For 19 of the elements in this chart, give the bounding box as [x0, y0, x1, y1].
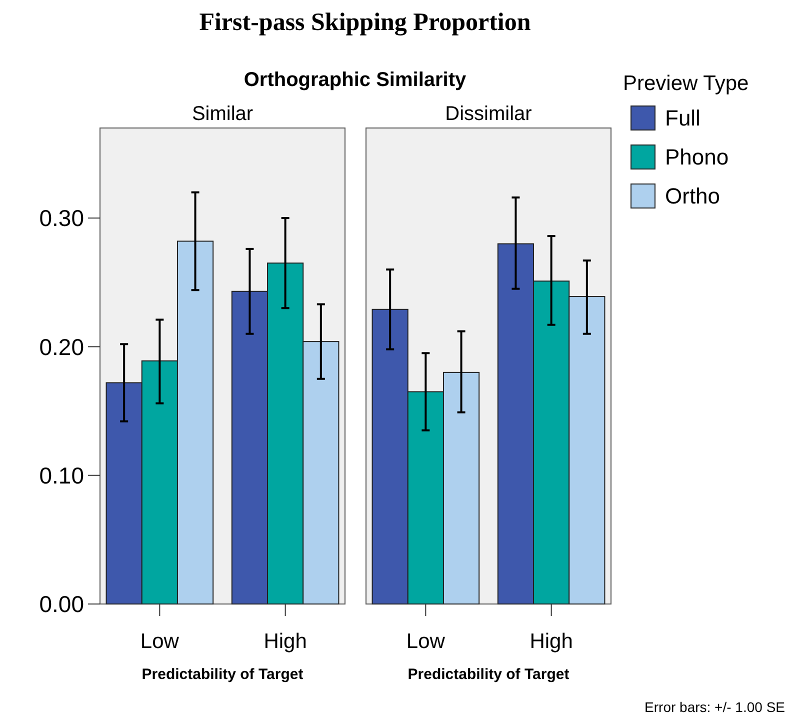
legend-title: Preview Type	[623, 72, 749, 95]
text: Orthographic Similarity	[244, 69, 468, 91]
x-tick-label: High	[530, 630, 573, 653]
chart-title: Dissimilar	[445, 103, 532, 125]
chart-title: Similar	[192, 103, 254, 125]
legend-label: Ortho	[665, 184, 720, 209]
x-tick-label: Low	[406, 630, 446, 653]
x-tick-label: High	[264, 630, 307, 653]
legend-label: Full	[665, 106, 700, 131]
legend-label: Phono	[665, 144, 729, 170]
x-axis-title: Predictability of Target	[142, 666, 304, 683]
x-tick-label: Low	[140, 630, 180, 653]
y-tick-label: 0.10	[39, 462, 84, 488]
text: Error bars: +/- 1.00 SE	[644, 699, 785, 715]
x-axis-title: Predictability of Target	[408, 666, 570, 683]
y-tick-label: 0.30	[39, 205, 84, 232]
y-tick-label: 0.00	[39, 591, 84, 618]
y-tick-label: 0.20	[39, 334, 84, 360]
text: First-pass Skipping Proportion	[199, 9, 531, 36]
